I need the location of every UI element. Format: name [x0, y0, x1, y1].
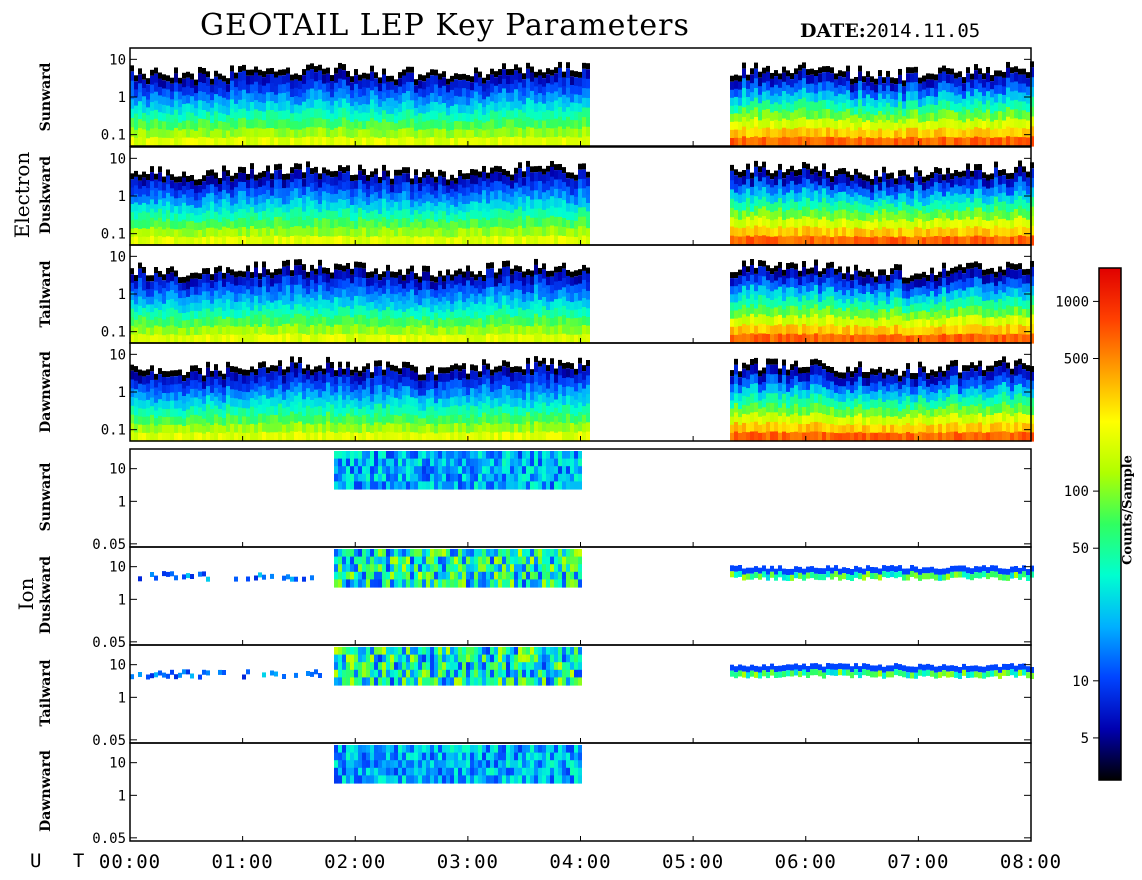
y-tick-label: 0.1 — [101, 128, 126, 144]
y-tick-label: 0.1 — [101, 325, 126, 341]
panel-label-ion-sunward: Sunward — [38, 462, 54, 532]
spectrogram-data — [130, 160, 1034, 246]
x-tick-label: 04:00 — [549, 851, 611, 873]
chart-title: GEOTAIL LEP Key Parameters — [200, 8, 690, 43]
panels-layer: 1010.11010.11010.11010.11010.051010.0510… — [92, 47, 1034, 847]
y-tick-label: 1 — [118, 287, 126, 303]
panel-label-electron-tailward: Tailward — [38, 260, 54, 328]
panel-label-ion-duskward: Duskward — [38, 555, 54, 635]
y-tick-label: 10 — [109, 347, 126, 363]
spectrogram-data — [130, 647, 1034, 686]
panel-label-electron-dawnward: Dawnward — [38, 351, 54, 433]
y-tick-label: 10 — [109, 658, 126, 674]
colorbar-tick-label: 500 — [1064, 352, 1089, 368]
y-tick-label: 0.05 — [92, 537, 126, 553]
time-axis: 00:00 01:00 02:00 03:00 04:00 05:00 06:00 07:00… — [99, 851, 1062, 873]
spectrogram-data — [138, 549, 1034, 588]
y-tick-label: 10 — [109, 560, 126, 576]
panel-label-electron-duskward: Duskward — [38, 155, 54, 235]
colorbar-label: Counts/Sample — [1120, 455, 1136, 565]
spectrogram-data — [334, 451, 582, 490]
y-tick-label: 10 — [109, 462, 126, 478]
group-label-ion: Ion — [14, 577, 38, 611]
spectrogram-data — [130, 61, 1034, 147]
panel-ion-tailward: 10 1 0.05 — [92, 644, 1034, 749]
x-tick-label: 07:00 — [887, 851, 949, 873]
spectrogram-data — [130, 356, 1034, 442]
y-tick-label: 1 — [118, 592, 126, 608]
y-tick-label: 10 — [109, 249, 126, 265]
y-tick-label: 0.05 — [92, 635, 126, 651]
y-tick-label: 10 — [109, 756, 126, 772]
y-tick-label: 0.05 — [92, 831, 126, 847]
date-value: 2014.11.05 — [865, 20, 981, 42]
x-tick-label: 01:00 — [212, 851, 274, 873]
colorbar-tick-label: 50 — [1072, 541, 1089, 557]
y-tick-label: 1 — [118, 189, 126, 205]
y-tick-label: 0.1 — [101, 227, 126, 243]
y-tick-label: 1 — [118, 690, 126, 706]
colorbar-gradient — [1098, 267, 1122, 781]
spectrogram-data — [334, 745, 582, 784]
x-tick-label: 05:00 — [662, 851, 724, 873]
panel-electron-duskward: 10 1 0.1 — [101, 146, 1034, 246]
date-readout: DATE:2014.11.05 — [800, 20, 980, 42]
spectrogram-data — [130, 258, 1034, 344]
date-label: DATE: — [800, 20, 866, 42]
x-tick-label: 08:00 — [1000, 851, 1062, 873]
y-tick-label: 1 — [118, 90, 126, 106]
colorbar-tick-label: 1000 — [1055, 294, 1089, 310]
panel-label-ion-tailward: Tailward — [38, 659, 54, 727]
y-tick-label: 1 — [118, 494, 126, 510]
y-tick-label: 1 — [118, 788, 126, 804]
panel-ion-dawnward: 10 1 0.05 — [92, 742, 1032, 847]
y-tick-label: 0.1 — [101, 423, 126, 439]
colorbar-tick-label: 5 — [1081, 731, 1089, 747]
x-tick-label: 06:00 — [775, 851, 837, 873]
panel-electron-sunward: 10 1 0.1 — [101, 47, 1034, 147]
colorbar-tick-label: 10 — [1072, 674, 1089, 690]
x-tick-label: 02:00 — [324, 851, 386, 873]
y-tick-label: 1 — [118, 385, 126, 401]
panel-electron-tailward: 10 1 0.1 — [101, 244, 1034, 344]
group-label-electron: Electron — [10, 151, 34, 239]
y-tick-label: 10 — [109, 52, 126, 68]
x-tick-label: 03:00 — [437, 851, 499, 873]
colorbar: 1000 500 100 50 10 5 — [1055, 267, 1122, 781]
panel-label-electron-sunward: Sunward — [38, 62, 54, 132]
panel-label-ion-dawnward: Dawnward — [38, 750, 54, 832]
panel-electron-dawnward: 10 1 0.1 — [101, 342, 1034, 442]
y-tick-label: 0.05 — [92, 733, 126, 749]
panel-ion-sunward: 10 1 0.05 — [92, 448, 1032, 553]
y-tick-label: 10 — [109, 151, 126, 167]
x-tick-label: 00:00 — [99, 851, 161, 873]
panel-ion-duskward: 10 1 0.05 — [92, 546, 1034, 651]
colorbar-tick-label: 100 — [1064, 484, 1089, 500]
x-axis-label: U T — [30, 850, 95, 872]
